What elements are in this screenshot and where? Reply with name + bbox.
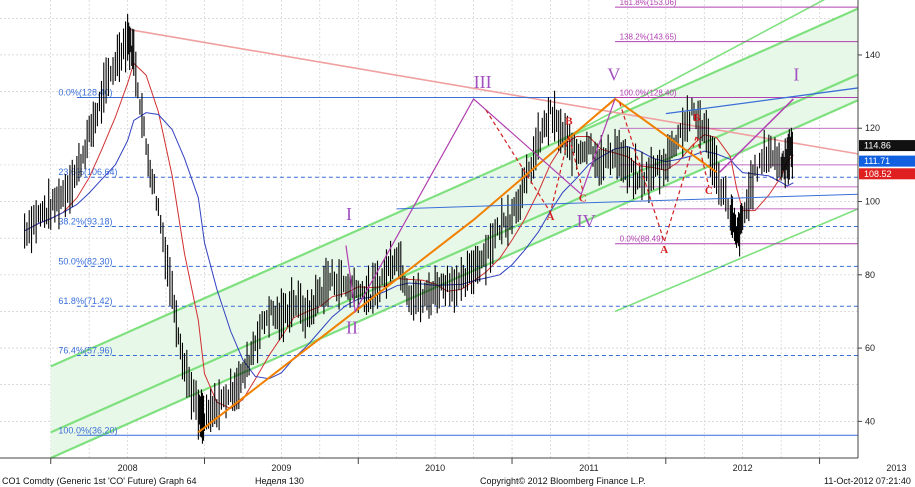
- ma-fast-line: [24, 62, 794, 410]
- abc-label: C: [579, 193, 587, 205]
- channel-upper: [50, 7, 859, 368]
- y-tick-label: 80: [865, 270, 875, 280]
- x-tick-label: 2012: [733, 463, 753, 473]
- y-tick-label: 140: [865, 50, 880, 60]
- wave-label: I: [346, 204, 352, 224]
- price-box: [859, 155, 915, 167]
- price-box: [859, 140, 915, 152]
- blue-support: [396, 193, 859, 210]
- fib-right-label: 138.2%(143.65): [620, 33, 677, 42]
- x-tick-label: 2008: [118, 463, 138, 473]
- x-tick-label: 2009: [271, 463, 291, 473]
- chart-axes: 40 60 80 100 120 140 2008 2009 2010 2011 2012 2013: [0, 0, 906, 473]
- copyright-label: Copyright© 2012 Bloomberg Finance L.P.: [480, 476, 646, 486]
- orange-trend: [197, 97, 718, 434]
- fib-left-label: 0.0%(128.40): [58, 87, 112, 97]
- price-bars: [24, 13, 793, 444]
- wave-label: I: [793, 65, 799, 85]
- abc-path-2: [619, 102, 710, 244]
- price-boxes: 114.86 111.71 108.52: [859, 140, 915, 180]
- blue-resistance: [665, 87, 859, 115]
- y-tick-label: 40: [865, 416, 875, 426]
- y-tick-label: 60: [865, 343, 875, 353]
- channel-lower-2: [614, 208, 859, 313]
- fib-left-label: 100.0%(36.20): [58, 425, 117, 435]
- wave-label: V: [607, 65, 620, 85]
- wave-label: II: [346, 317, 358, 337]
- price-box: [859, 168, 915, 180]
- wave-label: IV: [577, 211, 596, 231]
- purple-projection: [719, 98, 794, 173]
- price-box-label: 114.86: [864, 141, 891, 151]
- channel-middle: [50, 73, 859, 434]
- timestamp-label: 11-Oct-2012 07:21:40: [824, 476, 911, 486]
- x-tick-label: 2013: [886, 463, 906, 473]
- price-box-label: 108.52: [864, 169, 892, 179]
- period-label: Неделя 130: [255, 476, 304, 486]
- fib-right-label: 0.0%(88.49): [620, 235, 664, 244]
- fib-left-label: 38.2%(93.18): [58, 217, 112, 227]
- purple-wave: [345, 97, 616, 314]
- abc-label: C: [705, 185, 713, 197]
- security-label: CO1 Comdty (Generic 1st 'CO' Future) Gra…: [2, 476, 197, 486]
- y-tick-label: 100: [865, 197, 880, 207]
- channel-fill: [50, 8, 858, 458]
- wave-overlays: [197, 87, 859, 434]
- x-tick-label: 2010: [425, 463, 445, 473]
- fib-left-label: 61.8%(71.42): [58, 296, 112, 306]
- abc-label: A: [546, 211, 554, 223]
- trend-channel: [50, 0, 859, 460]
- abc-label: A: [660, 244, 668, 256]
- y-tick-label: 120: [865, 123, 880, 133]
- fib-right-label: 161.8%(153.06): [620, 0, 677, 7]
- abc-label: B: [693, 112, 701, 124]
- fib-left-label: 23.6%(106.64): [58, 167, 117, 177]
- price-box-label: 111.71: [864, 156, 890, 166]
- x-tick-label: 2011: [579, 463, 598, 473]
- fib-right-label: 100.0%(128.40): [620, 88, 677, 97]
- channel-upper-2: [527, 0, 826, 159]
- fib-left-label: 50.0%(82.30): [58, 256, 112, 266]
- downtrend-line: [127, 28, 859, 155]
- abc-label: B: [565, 116, 573, 128]
- wave-label: III: [474, 72, 492, 92]
- fib-left-label: 76.4%(57.96): [58, 346, 112, 356]
